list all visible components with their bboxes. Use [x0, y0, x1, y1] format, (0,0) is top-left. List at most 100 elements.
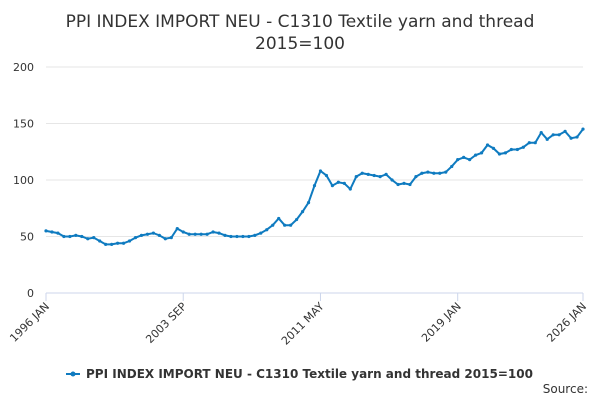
point	[110, 242, 114, 247]
y-tick-label: 50	[20, 231, 34, 244]
point	[527, 141, 531, 145]
point	[295, 217, 299, 222]
point	[56, 231, 60, 235]
y-tick-label: 0	[27, 287, 34, 300]
point	[509, 147, 513, 152]
point	[104, 242, 108, 247]
point	[444, 170, 448, 174]
point	[515, 147, 519, 152]
point	[151, 231, 155, 235]
point	[86, 237, 90, 241]
chart-title: PPI INDEX IMPORT NEU - C1310 Textile yar…	[66, 12, 535, 32]
point	[277, 216, 281, 221]
point	[324, 173, 329, 178]
x-tick-label: 2026 JAN	[544, 300, 589, 345]
x-tick-label: 2011 MAY	[279, 300, 327, 348]
point	[503, 151, 508, 155]
point	[133, 236, 138, 240]
point	[169, 236, 173, 240]
point	[157, 233, 161, 237]
point	[366, 172, 370, 176]
point	[336, 180, 340, 184]
point	[414, 175, 418, 179]
point	[181, 230, 185, 234]
point	[62, 234, 66, 239]
point	[420, 171, 424, 175]
point	[551, 133, 555, 137]
point	[289, 223, 293, 227]
point	[450, 164, 454, 169]
point	[390, 178, 394, 182]
point	[139, 233, 144, 237]
point	[98, 239, 102, 243]
point	[205, 232, 209, 236]
x-tick-label: 2003 SEP	[143, 300, 189, 346]
point	[127, 239, 132, 243]
point	[402, 181, 406, 185]
point	[217, 231, 221, 235]
point	[318, 169, 323, 173]
legend-marker	[70, 371, 76, 377]
point	[354, 175, 358, 179]
point	[479, 151, 484, 155]
point	[575, 135, 579, 139]
point	[92, 236, 96, 240]
point	[187, 232, 191, 236]
point	[50, 230, 54, 234]
point	[199, 232, 203, 236]
point	[468, 158, 472, 162]
point	[229, 234, 233, 239]
point	[497, 152, 502, 156]
chart-subtitle: 2015=100	[255, 34, 345, 54]
y-tick-label: 150	[13, 118, 34, 131]
point	[175, 226, 179, 231]
point	[44, 229, 48, 233]
point	[569, 136, 573, 140]
point	[211, 230, 215, 234]
point	[426, 170, 430, 174]
point	[265, 228, 269, 232]
point	[163, 237, 167, 241]
point	[485, 143, 490, 147]
point	[283, 223, 287, 227]
point	[193, 232, 197, 236]
point	[581, 127, 585, 131]
point	[378, 175, 382, 179]
point	[259, 231, 263, 235]
point	[545, 137, 549, 141]
point	[491, 146, 496, 150]
point	[360, 171, 364, 175]
point	[241, 234, 245, 239]
point	[348, 187, 352, 191]
point	[372, 173, 376, 178]
point	[271, 223, 275, 227]
point	[247, 234, 251, 239]
point	[563, 129, 567, 134]
x-tick-label: 2019 JAN	[419, 300, 464, 345]
source: Source:	[543, 382, 588, 396]
point	[456, 158, 460, 162]
point	[533, 141, 537, 145]
y-tick-label: 200	[13, 61, 34, 74]
point	[74, 233, 78, 237]
point	[539, 130, 543, 135]
point	[557, 133, 561, 137]
point	[68, 234, 72, 239]
point	[121, 241, 126, 245]
x-tick-label: 1996 JAN	[7, 300, 52, 345]
point	[235, 234, 239, 239]
point	[474, 153, 478, 157]
point	[312, 184, 317, 188]
point	[116, 241, 120, 245]
point	[396, 182, 400, 187]
point	[462, 155, 466, 159]
point	[342, 181, 346, 185]
point	[330, 184, 334, 188]
point	[408, 182, 412, 187]
legend-label: PPI INDEX IMPORT NEU - C1310 Textile yar…	[86, 367, 533, 381]
point	[306, 201, 311, 205]
point	[432, 171, 436, 175]
y-tick-label: 100	[13, 174, 34, 187]
point	[521, 145, 525, 149]
